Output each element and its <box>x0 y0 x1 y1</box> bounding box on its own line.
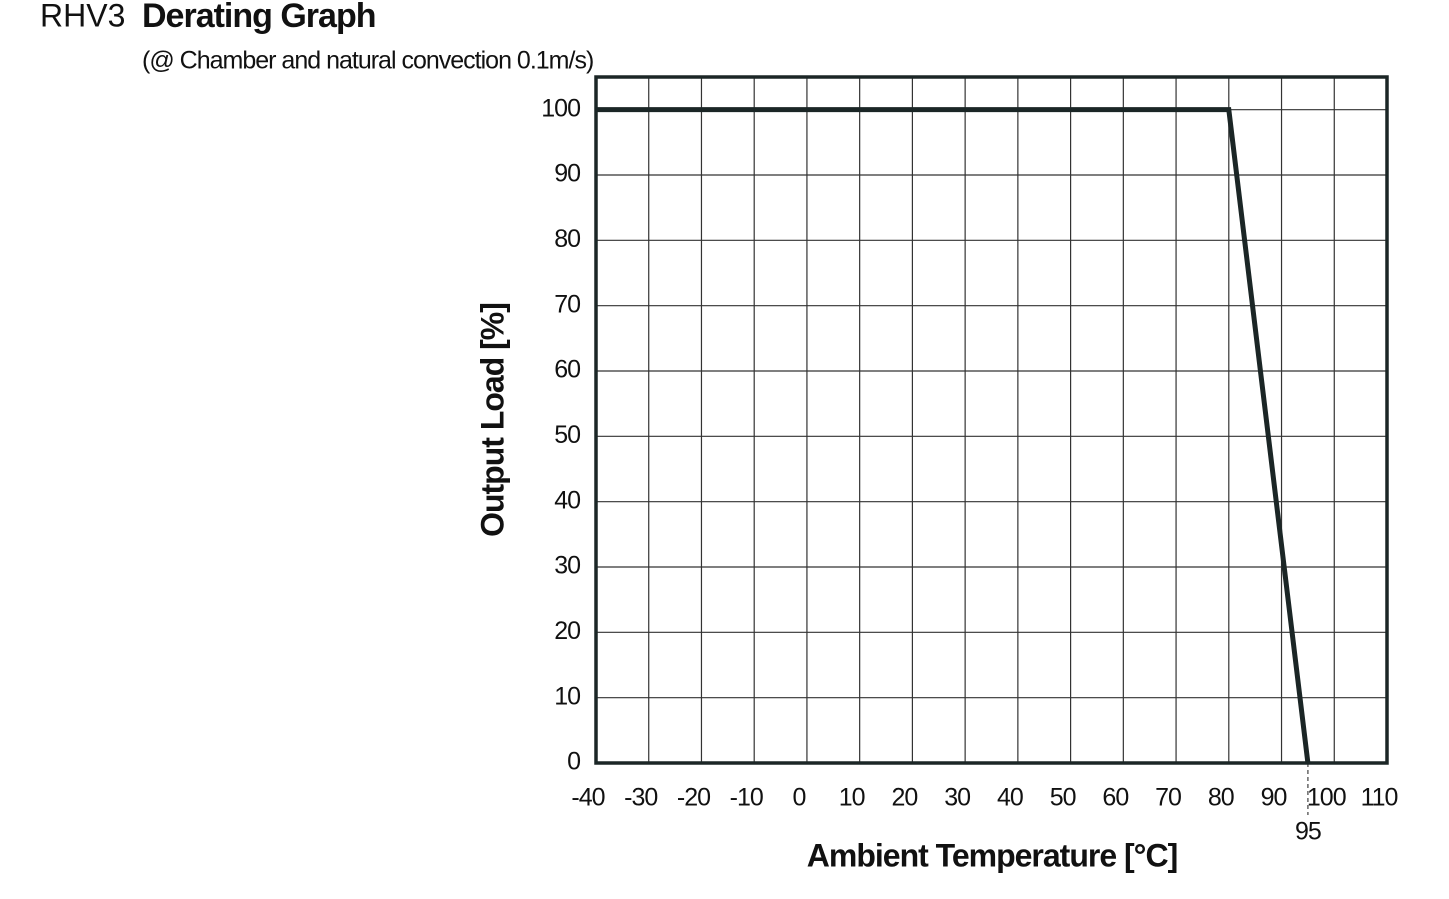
x-tick-label: 0 <box>792 784 805 812</box>
x-tick-label: 50 <box>1050 784 1076 812</box>
x-tick-label: 100 <box>1307 784 1346 812</box>
y-tick-label: 80 <box>554 225 580 253</box>
x-tick-label: 40 <box>997 784 1023 812</box>
y-axis-label: Output Load [%] <box>474 303 510 537</box>
data-line <box>596 107 1311 764</box>
x-axis-label: Ambient Temperature [°C] <box>807 837 1177 873</box>
x-tick-label: -30 <box>624 784 657 812</box>
x-marker-label: 95 <box>1295 818 1321 846</box>
y-tick-label: 30 <box>554 552 580 580</box>
y-tick-label: 40 <box>554 486 580 514</box>
x-tick-label: 80 <box>1208 784 1234 812</box>
x-tick-label: 60 <box>1102 784 1128 812</box>
plot-frame <box>594 75 1389 765</box>
x-tick-label: -40 <box>571 784 604 812</box>
y-tick-label: 100 <box>541 94 580 122</box>
x-tick-label: -20 <box>677 784 710 812</box>
chart-subtitle: (@ Chamber and natural convection 0.1m/s… <box>142 47 593 75</box>
chart-title: Derating Graph <box>142 0 375 35</box>
x-tick-label: 10 <box>839 784 865 812</box>
x-tick-label: 70 <box>1155 784 1181 812</box>
x-tick-label: 90 <box>1261 784 1287 812</box>
x-tick-label: 20 <box>891 784 917 812</box>
y-tick-label: 70 <box>554 290 580 318</box>
x-tick-label: 110 <box>1361 784 1398 812</box>
y-tick-label: 50 <box>554 421 580 449</box>
y-tick-label: 90 <box>554 160 580 188</box>
y-tick-label: 20 <box>554 617 580 645</box>
x-tick-label: -10 <box>730 784 763 812</box>
y-tick-label: 0 <box>567 748 580 776</box>
y-tick-label: 60 <box>554 356 580 384</box>
x-tick-label: 30 <box>944 784 970 812</box>
y-tick-label: 10 <box>554 682 580 710</box>
model-name: RHV3 <box>40 0 125 33</box>
